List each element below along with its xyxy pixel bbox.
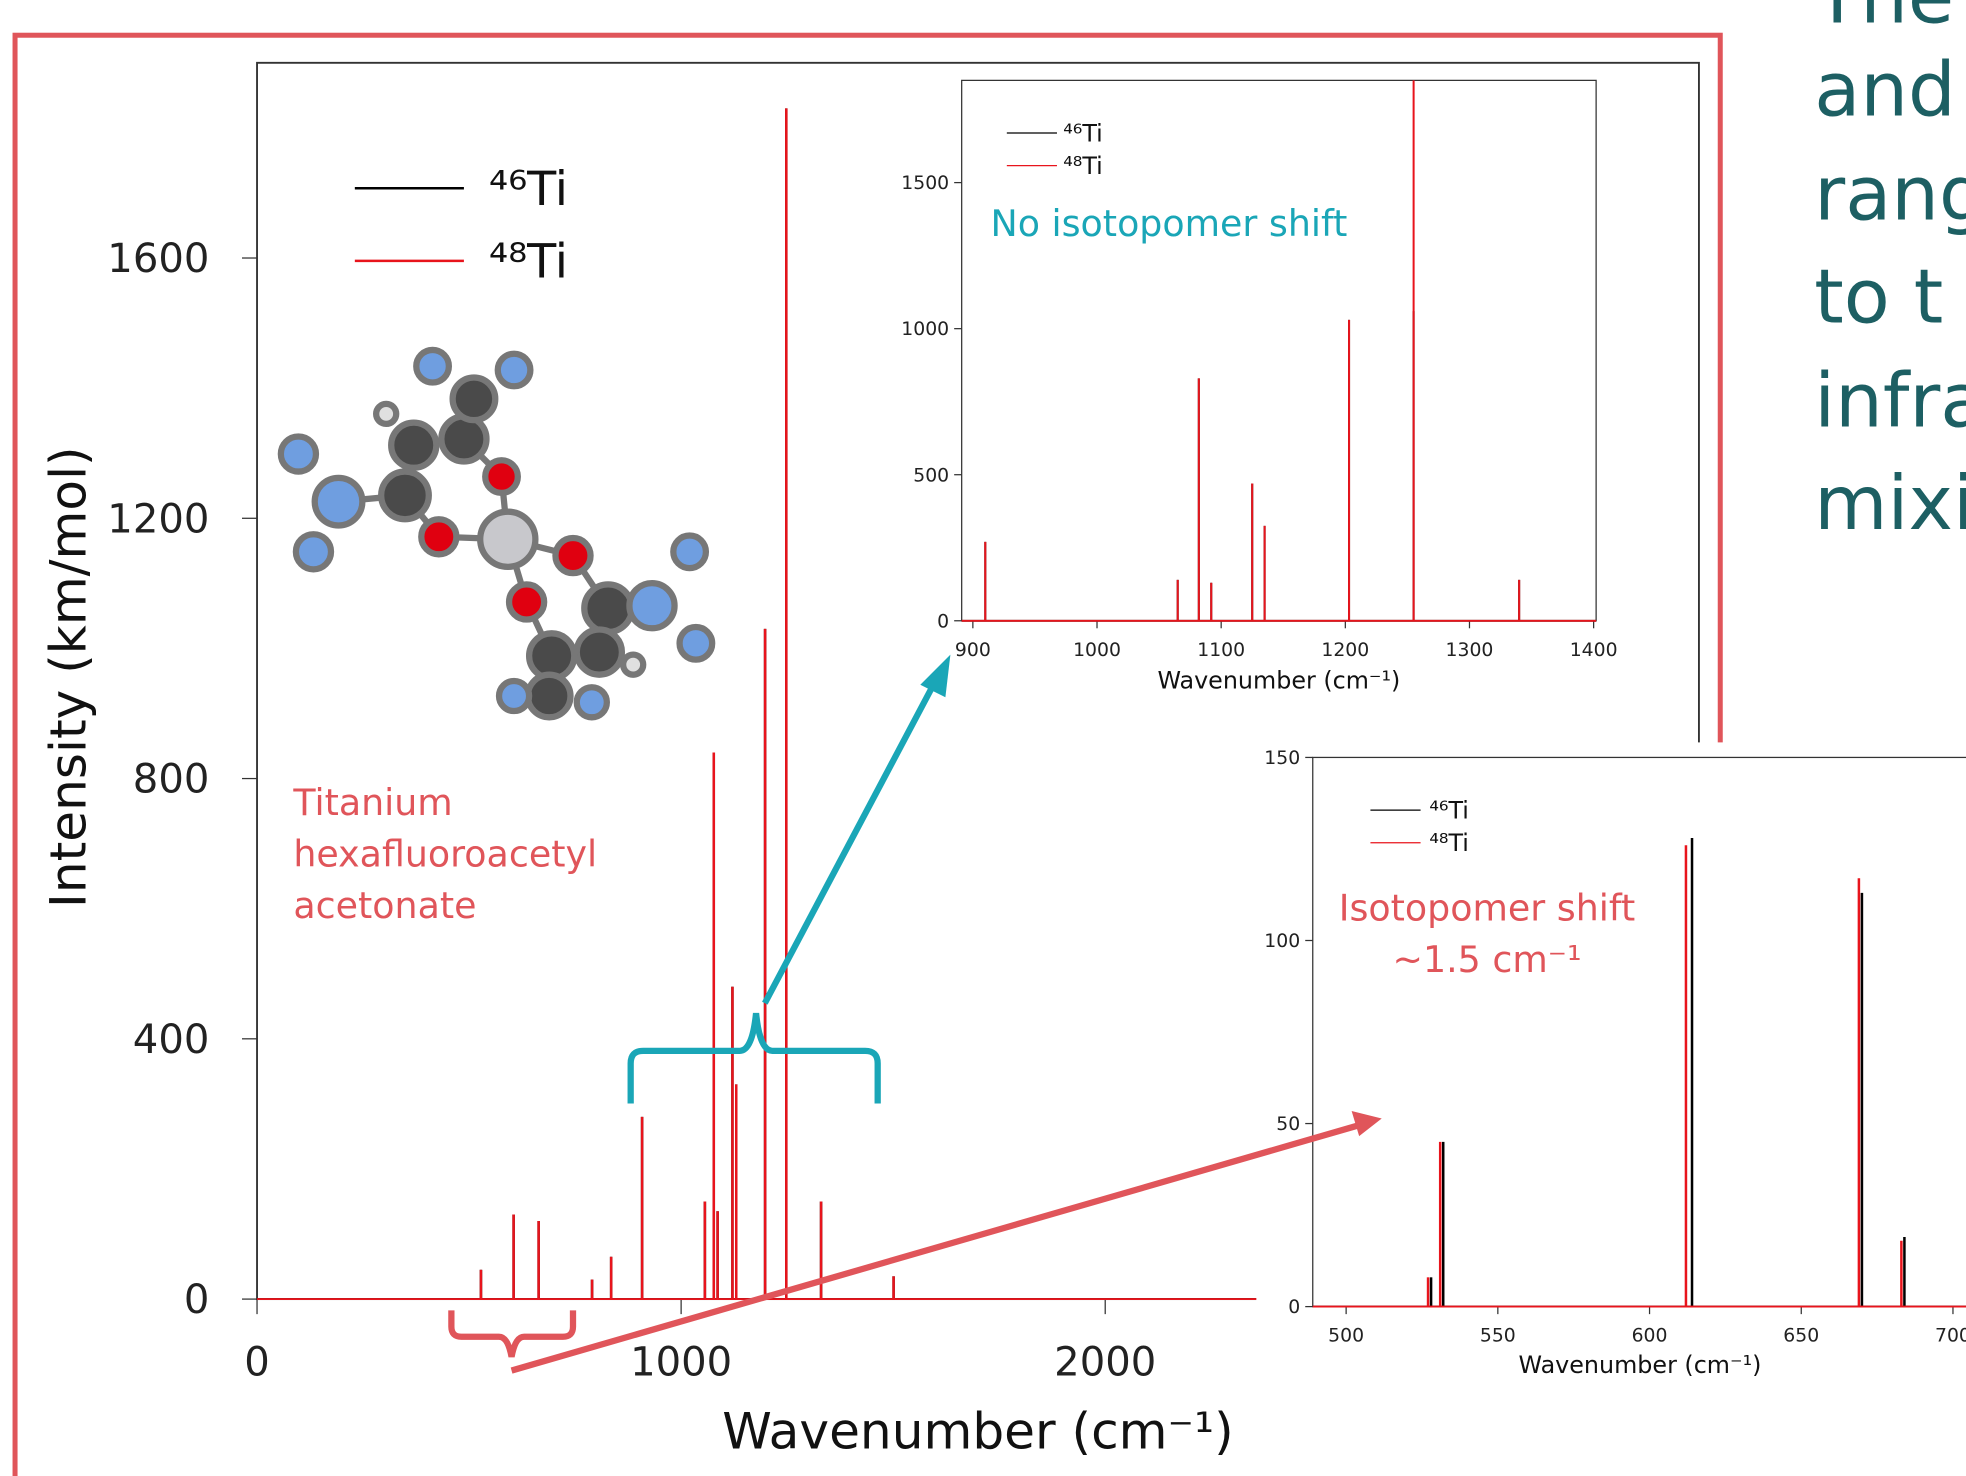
x-axis-label: Wavenumber (cm⁻¹) [1157,666,1400,694]
legend-label: ⁴⁸Ti [489,235,568,290]
side-text-line: mixi [1814,459,1966,547]
y-tick-label: 150 [1264,748,1300,769]
annotation: Isotopomer shift [1339,886,1636,929]
side-text-line: and [1814,45,1956,133]
x-tick-label: 1100 [1197,640,1245,661]
y-tick-label: 1200 [107,496,209,542]
x-tick-label: 1400 [1570,640,1618,661]
x-tick-label: 2000 [1054,1340,1156,1386]
annotation: hexafluoroacetyl [293,833,597,876]
x-tick-label: 0 [244,1340,270,1386]
annotation: acetonate [293,884,476,927]
legend-label: ⁴⁸Ti [1063,152,1103,180]
chart-background [928,69,1630,702]
y-tick-label: 800 [133,757,210,803]
y-tick-label: 1000 [901,319,949,340]
y-tick-label: 0 [1288,1297,1300,1318]
y-tick-label: 1500 [901,173,949,194]
side-text-line: The [1813,0,1954,41]
annotation: Titanium [292,781,452,824]
x-tick-label: 1000 [630,1340,732,1386]
side-text-line: infra [1814,356,1966,444]
x-tick-label: 1000 [1073,640,1121,661]
y-tick-label: 1600 [107,236,209,282]
x-tick-label: 600 [1632,1326,1668,1347]
x-axis-label: Wavenumber (cm⁻¹) [1519,1351,1762,1379]
annotation: No isotopomer shift [991,202,1348,245]
page: {"side_text": ["The", "and", "rang", "to… [0,0,1966,1476]
x-tick-label: 500 [1328,1326,1364,1347]
x-tick-label: 1200 [1321,640,1369,661]
legend-label: ⁴⁸Ti [1429,829,1469,857]
slide: 010002000040080012001600Wavenumber (cm⁻¹… [0,0,1966,1476]
x-tick-label: 1300 [1446,640,1494,661]
x-axis-label: Wavenumber (cm⁻¹) [722,1401,1233,1460]
chart: 500 550 600 650 700 0 50 100 150 Wavenumber (cm⁻¹… [1256,742,1966,1476]
y-tick-label: 50 [1276,1114,1300,1135]
legend-label: ⁴⁶Ti [489,162,568,217]
y-axis-label: Intensity (km/mol) [38,446,97,908]
chart: 900 1000 1100 1200 1300 1400 0 500 1000 1500 Waven… [901,69,1630,702]
annotation: ~1.5 cm⁻¹ [1393,938,1582,981]
x-tick-label: 700 [1935,1326,1966,1347]
x-tick-label: 550 [1480,1326,1516,1347]
side-text-line: to t [1814,252,1943,340]
side-text-line: rang [1814,150,1966,238]
y-tick-label: 100 [1264,931,1300,952]
y-tick-label: 500 [913,465,949,486]
side-text: Theand rang to t infra mixi [1813,0,1966,547]
x-tick-label: 650 [1783,1326,1819,1347]
y-tick-label: 400 [133,1017,210,1063]
legend-label: ⁴⁶Ti [1063,119,1103,147]
x-tick-label: 900 [955,640,991,661]
y-tick-label: 0 [937,611,949,632]
y-tick-label: 0 [184,1277,210,1323]
legend-label: ⁴⁶Ti [1429,796,1469,824]
